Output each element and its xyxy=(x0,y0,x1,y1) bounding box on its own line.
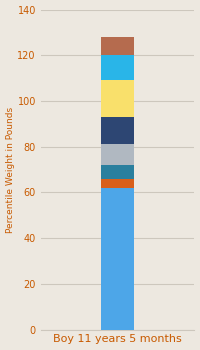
Bar xyxy=(101,117,134,145)
Bar xyxy=(101,145,134,165)
Bar xyxy=(101,37,134,55)
Bar xyxy=(101,179,134,188)
Bar xyxy=(101,188,134,330)
Bar xyxy=(101,165,134,179)
Y-axis label: Percentile Weight in Pounds: Percentile Weight in Pounds xyxy=(6,106,15,233)
Bar xyxy=(101,80,134,117)
Bar xyxy=(101,55,134,80)
